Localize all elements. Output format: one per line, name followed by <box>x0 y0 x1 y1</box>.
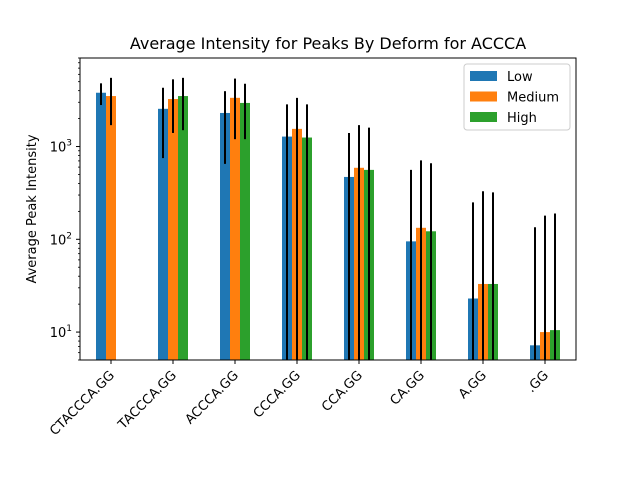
legend-swatch <box>470 91 497 102</box>
y-tick-label: 103 <box>50 139 72 156</box>
bar <box>158 108 168 360</box>
legend-swatch <box>470 71 497 81</box>
legend: Low Medium High <box>463 63 571 131</box>
chart-title: Average Intensity for Peaks By Deform fo… <box>130 34 526 53</box>
legend-label: High <box>507 111 537 126</box>
x-tick-label: CCCA.GG <box>251 368 304 421</box>
bar <box>96 92 106 361</box>
x-tick-label: TACCCA.GG <box>115 368 180 433</box>
x-tick-label: ACCCA.GG <box>183 368 242 427</box>
x-tick-label: A.GG <box>456 368 490 402</box>
bar <box>178 96 188 360</box>
x-tick-label: CA.GG <box>388 368 428 408</box>
plot-frame <box>79 57 577 361</box>
bar <box>220 112 230 360</box>
y-tick-label: 102 <box>50 231 72 248</box>
y-tick-label: 101 <box>50 324 72 341</box>
legend-label: Medium <box>507 91 559 106</box>
x-tick-label: CTACCCA.GG <box>47 368 118 439</box>
bar <box>230 97 240 360</box>
legend-swatch <box>470 112 497 122</box>
bar <box>168 99 178 361</box>
bar <box>106 96 116 360</box>
y-axis-label: Average Peak Intensity <box>25 134 40 283</box>
legend-label: Low <box>507 70 533 85</box>
bar <box>240 102 250 361</box>
x-tick-label: .GG <box>524 368 552 396</box>
x-tick-label: CCA.GG <box>319 368 366 415</box>
